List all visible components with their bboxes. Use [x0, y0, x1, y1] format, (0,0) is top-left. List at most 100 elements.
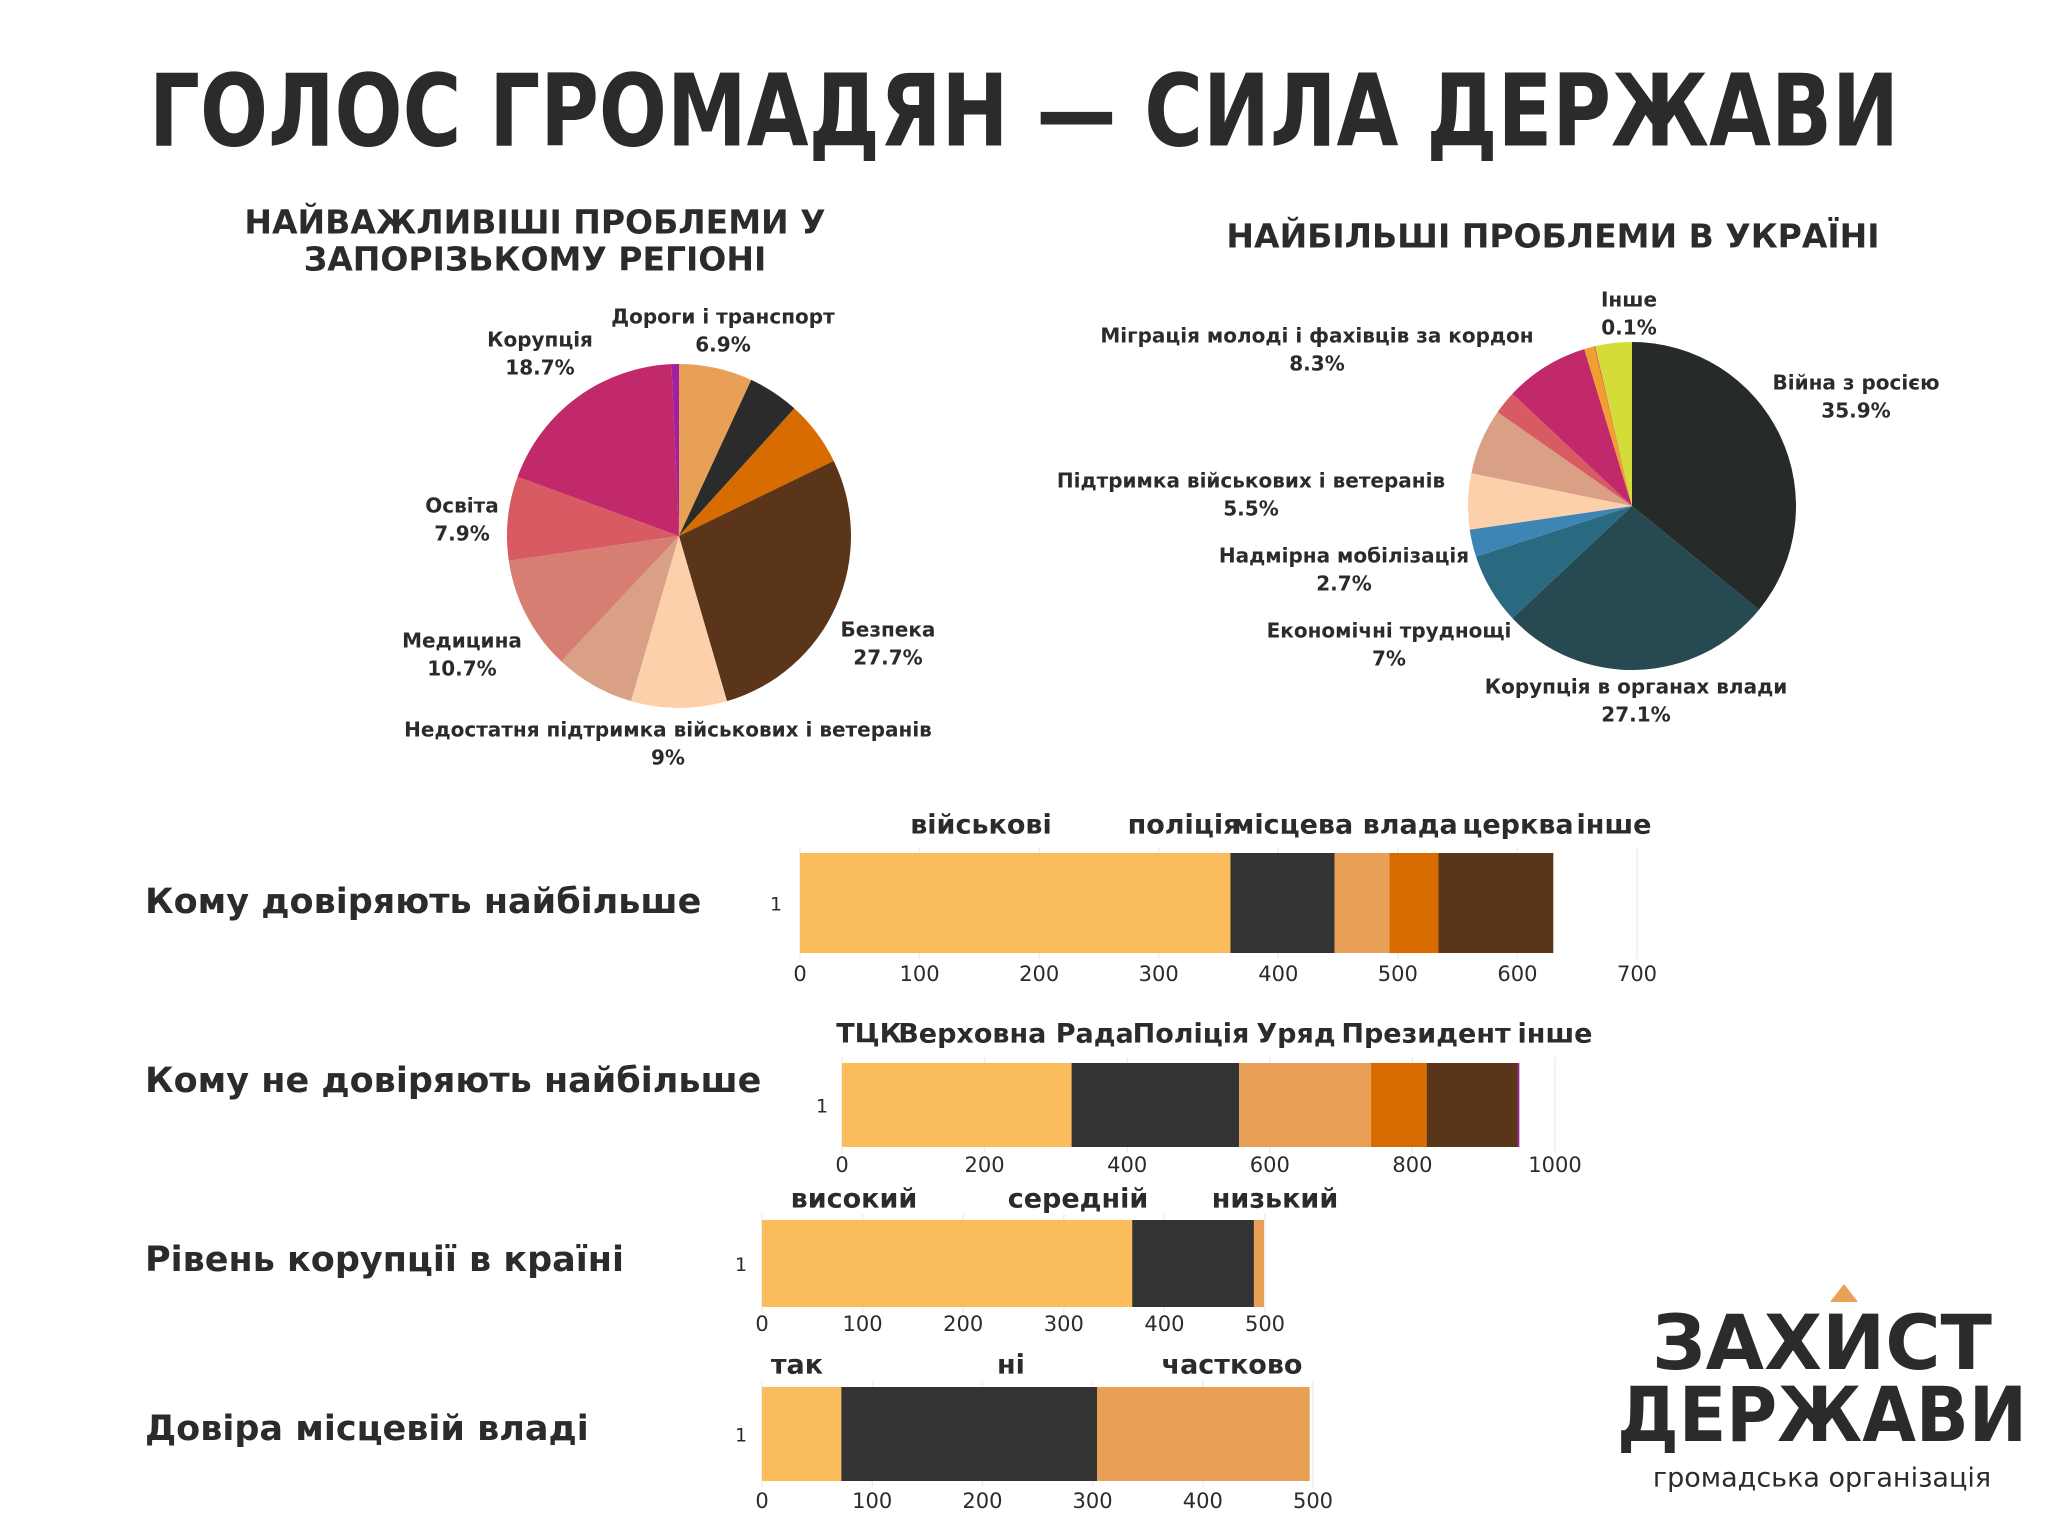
legend-label: високий: [791, 1184, 918, 1215]
slice-label: Інше: [1601, 288, 1657, 312]
bar-segment: [841, 1387, 1098, 1481]
x-tick-label: 500: [1245, 1312, 1285, 1336]
logo-accent: [1830, 1284, 1858, 1302]
pie-slice: [1512, 506, 1760, 671]
slice-label: Освіта: [425, 494, 498, 518]
bar-segment: [762, 1220, 1133, 1307]
legend-label: Верховна Рада: [898, 1019, 1134, 1050]
slice-label: Війна з росією: [1772, 371, 1939, 395]
logo: ЗАХИСТ ДЕРЖАВИ громадська організація: [1617, 1284, 2027, 1494]
bar-segment: [1239, 1063, 1372, 1147]
pie-slice: [679, 379, 795, 536]
slice-value: 10.7%: [427, 657, 496, 681]
x-tick-label: 400: [1144, 1312, 1184, 1336]
slice-label: Корупція в органах влади: [1485, 675, 1788, 699]
bar-segment: [1334, 853, 1390, 953]
x-tick-label: 400: [1258, 962, 1298, 986]
x-tick-label: 700: [1617, 962, 1657, 986]
bar-segment: [1438, 853, 1554, 953]
legend-label: так: [771, 1350, 823, 1381]
slice-label: Міграція молоді і фахівців за кордон: [1100, 324, 1533, 348]
y-tick-label: 1: [816, 1096, 828, 1118]
legend-label: інше: [1518, 1019, 1593, 1050]
bar-segment: [842, 1063, 1072, 1147]
pie-slice: [1594, 346, 1632, 506]
bar-segment: [1097, 1387, 1310, 1481]
pie-slice: [679, 408, 834, 536]
slice-value: 8.3%: [1289, 352, 1344, 376]
pie-slice: [561, 536, 679, 702]
bar-segment: [1517, 1063, 1520, 1147]
slice-value: 9%: [651, 746, 685, 770]
bar-segment: [1132, 1220, 1254, 1307]
x-tick-label: 600: [1250, 1153, 1290, 1177]
slice-value: 27.1%: [1601, 703, 1670, 727]
slice-value: 18.7%: [505, 356, 574, 380]
slice-value: 35.9%: [1821, 399, 1890, 423]
legend-label: Уряд: [1256, 1019, 1335, 1050]
slice-value: 2.7%: [1316, 572, 1371, 596]
legend-label: низький: [1212, 1184, 1339, 1215]
slice-label: Економічні труднощі: [1267, 619, 1512, 643]
slice-value: 5.5%: [1223, 497, 1278, 521]
x-tick-label: 300: [1044, 1312, 1084, 1336]
pie-slice: [1512, 349, 1632, 506]
bar-segment: [762, 1387, 842, 1481]
legend-label: інше: [1577, 810, 1652, 841]
slice-label: Надмірна мобілізація: [1219, 544, 1469, 568]
x-tick-label: 800: [1392, 1153, 1432, 1177]
x-tick-label: 200: [943, 1312, 983, 1336]
pie-slice: [1467, 473, 1632, 530]
legend-label: Президент: [1341, 1019, 1511, 1050]
x-tick-label: 100: [900, 962, 940, 986]
x-tick-label: 500: [1293, 1489, 1333, 1513]
bar-segment: [800, 853, 1231, 953]
pie-title: НАЙВАЖЛИВІШІ ПРОБЛЕМИ У: [244, 202, 825, 242]
x-tick-label: 200: [965, 1153, 1005, 1177]
pie-title: ЗАПОРІЗЬКОМУ РЕГІОНІ: [304, 240, 767, 279]
slice-value: 7%: [1372, 647, 1406, 671]
logo-line: ДЕРЖАВИ: [1617, 1370, 2027, 1459]
legend-label: середній: [1008, 1184, 1149, 1215]
bar-segment: [1371, 1063, 1427, 1147]
pie-slice: [517, 364, 679, 536]
legend-label: поліція: [1128, 810, 1241, 841]
slice-label: Медицина: [402, 629, 522, 653]
slice-value: 0.1%: [1601, 316, 1656, 340]
y-tick-label: 1: [735, 1254, 747, 1276]
x-tick-label: 200: [1019, 962, 1059, 986]
slice-value: 6.9%: [695, 333, 750, 357]
question: Рівень корупції в країні: [145, 1240, 624, 1280]
main-title: ГОЛОС ГРОМАДЯН — СИЛА ДЕРЖАВИ: [149, 52, 1899, 169]
x-tick-label: 0: [793, 962, 806, 986]
legend-label: церква: [1462, 810, 1573, 841]
slice-label: Корупція: [487, 328, 593, 352]
legend-label: частково: [1162, 1350, 1303, 1381]
slice-value: 27.7%: [853, 646, 922, 670]
pie-slice: [679, 364, 752, 536]
question: Кому не довіряють найбільше: [145, 1061, 761, 1101]
slice-value: 7.9%: [434, 522, 489, 546]
legend-label: ні: [997, 1350, 1025, 1381]
bar-segment: [1426, 1063, 1518, 1147]
x-tick-label: 600: [1497, 962, 1537, 986]
pie-title: НАЙБІЛЬШІ ПРОБЛЕМИ В УКРАЇНІ: [1226, 216, 1879, 256]
bar-segment: [1071, 1063, 1240, 1147]
x-tick-label: 300: [1139, 962, 1179, 986]
logo-line: ЗАХИСТ: [1652, 1298, 1992, 1387]
bar-segment: [1253, 1220, 1264, 1307]
legend-label: ТЦК: [836, 1019, 902, 1050]
x-tick-label: 300: [1073, 1489, 1113, 1513]
slice-label: Недостатня підтримка військових і ветера…: [404, 718, 932, 742]
pie-slice: [1476, 506, 1632, 619]
x-tick-label: 400: [1183, 1489, 1223, 1513]
x-tick-label: 0: [835, 1153, 848, 1177]
x-tick-label: 500: [1378, 962, 1418, 986]
pie-slice: [1469, 506, 1632, 557]
x-tick-label: 100: [843, 1312, 883, 1336]
question: Кому довіряють найбільше: [145, 882, 701, 922]
y-tick-label: 1: [770, 894, 782, 916]
x-tick-label: 1000: [1528, 1153, 1581, 1177]
pie-slice: [506, 476, 679, 561]
y-tick-label: 1: [735, 1425, 747, 1447]
